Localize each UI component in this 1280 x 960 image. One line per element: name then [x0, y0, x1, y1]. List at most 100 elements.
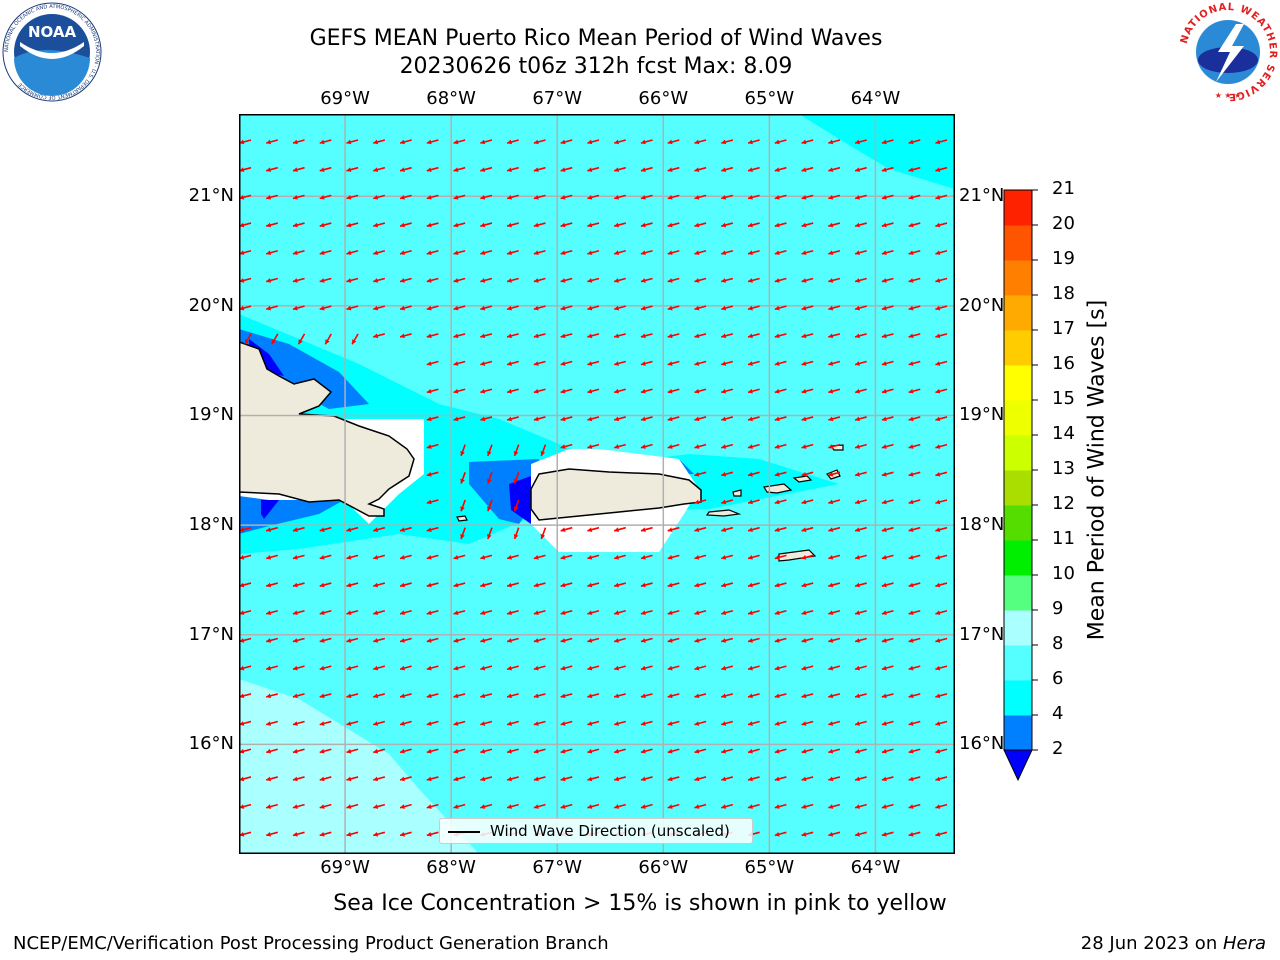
wind-wave-arrow	[694, 665, 707, 671]
wind-wave-arrow	[239, 665, 252, 671]
wind-wave-arrow	[399, 637, 412, 643]
wind-wave-arrow	[881, 471, 894, 477]
wind-wave-arrow	[373, 139, 386, 145]
wind-wave-arrow	[426, 526, 439, 532]
wind-wave-arrow	[694, 526, 707, 532]
wind-wave-arrow	[560, 693, 573, 699]
wind-wave-arrow	[828, 194, 841, 200]
wind-wave-arrow	[721, 139, 734, 145]
short-period-region-1	[239, 329, 369, 409]
wind-wave-arrow	[694, 166, 707, 172]
wind-wave-arrow	[667, 637, 680, 643]
wind-wave-arrow	[694, 582, 707, 588]
colorbar-tick-label: 10	[1052, 563, 1075, 584]
wind-wave-arrow	[587, 554, 600, 560]
wind-wave-arrow	[480, 139, 493, 145]
wind-wave-arrow	[533, 277, 546, 283]
wind-wave-arrow	[373, 249, 386, 256]
wind-wave-arrow	[560, 277, 573, 283]
wind-wave-arrow	[319, 305, 332, 311]
wind-wave-arrow	[453, 748, 466, 754]
wind-wave-arrow	[453, 194, 466, 200]
wind-wave-arrow	[801, 333, 814, 339]
land-vieques	[705, 509, 742, 517]
wind-wave-arrow	[265, 665, 278, 671]
lon-label-bottom: 68°W	[426, 857, 476, 878]
wind-wave-arrow	[801, 609, 814, 616]
land-mona-island	[456, 515, 468, 522]
wind-wave-arrow	[346, 222, 359, 228]
colorbar-band	[1004, 505, 1032, 541]
wind-wave-arrow	[721, 388, 734, 394]
wind-wave-arrow	[292, 139, 305, 145]
colorbar-tick-label: 17	[1052, 318, 1075, 339]
lat-label-right: 17°N	[959, 623, 1005, 645]
land-culebra	[732, 489, 742, 497]
wind-wave-arrow	[828, 388, 841, 394]
wind-wave-arrow	[399, 693, 412, 699]
wind-wave-arrow	[667, 249, 680, 256]
wind-wave-arrow	[640, 776, 653, 782]
wind-wave-arrow	[774, 693, 787, 699]
wind-wave-arrow	[480, 776, 493, 782]
wind-wave-arrow	[747, 803, 760, 809]
wind-wave-arrow	[881, 277, 894, 283]
wind-wave-arrow	[292, 748, 305, 754]
wind-wave-arrow	[613, 665, 626, 671]
wind-wave-arrow	[854, 637, 867, 643]
wind-wave-arrow	[426, 720, 439, 726]
wind-wave-arrow	[506, 416, 519, 422]
wind-wave-arrow	[721, 499, 734, 505]
wind-wave-arrow	[613, 249, 626, 256]
wind-wave-arrow	[373, 803, 386, 809]
wind-wave-arrow	[587, 388, 600, 394]
wind-wave-arrow	[587, 416, 600, 422]
wind-wave-arrow	[613, 388, 626, 394]
wind-wave-arrow	[292, 305, 305, 311]
wind-wave-arrow	[881, 720, 894, 726]
wind-wave-arrow	[587, 305, 600, 311]
wind-wave-arrow	[774, 665, 787, 671]
wind-wave-arrow	[506, 388, 519, 394]
wind-wave-arrow	[854, 305, 867, 311]
wind-wave-arrow	[587, 166, 600, 172]
wind-wave-arrow	[854, 139, 867, 145]
wind-wave-arrow	[747, 665, 760, 671]
wind-wave-arrow	[506, 305, 519, 311]
wind-wave-arrow	[373, 720, 386, 726]
wind-wave-arrow	[373, 554, 386, 560]
wind-wave-arrow	[265, 526, 278, 532]
wind-wave-arrow	[854, 803, 867, 809]
wind-wave-arrow	[319, 139, 332, 145]
wind-wave-arrow	[935, 526, 948, 532]
wind-wave-arrow	[426, 831, 439, 837]
colorbar-tick-label: 19	[1052, 248, 1075, 269]
wind-wave-arrow	[881, 333, 894, 339]
wind-wave-arrow	[480, 277, 493, 283]
wind-wave-arrow	[453, 693, 466, 699]
wind-wave-arrow	[426, 471, 439, 477]
wind-wave-arrow	[239, 637, 252, 643]
wind-wave-arrow	[854, 166, 867, 172]
wind-wave-arrow	[533, 388, 546, 394]
wind-wave-arrow	[239, 831, 252, 837]
wind-wave-arrow	[667, 194, 680, 200]
colorbar-band	[1004, 575, 1032, 611]
wind-wave-arrow	[694, 637, 707, 643]
wind-wave-arrow	[747, 582, 760, 588]
wind-wave-arrow	[399, 139, 412, 145]
wind-wave-arrow	[854, 388, 867, 394]
wind-wave-arrow	[453, 305, 466, 311]
wind-wave-arrow	[587, 360, 600, 366]
wind-wave-arrow	[667, 803, 680, 809]
wind-wave-arrow	[587, 803, 600, 809]
wind-wave-arrow	[265, 803, 278, 809]
wind-wave-arrow	[319, 194, 332, 200]
wind-wave-arrow	[346, 720, 359, 726]
wind-wave-arrow	[908, 526, 921, 532]
wind-wave-arrow	[271, 333, 279, 345]
wind-wave-arrow	[373, 222, 386, 228]
wind-wave-arrow	[747, 637, 760, 643]
wind-wave-arrow	[297, 333, 306, 345]
wind-wave-arrow	[487, 444, 493, 457]
